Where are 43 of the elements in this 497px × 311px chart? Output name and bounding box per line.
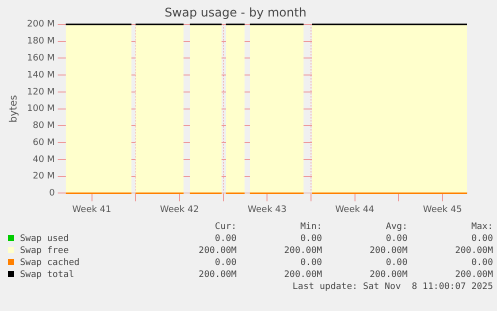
- text: 200.00M: [198, 269, 238, 281]
- text: 200.00M: [454, 245, 494, 257]
- text: 0.00: [214, 257, 238, 269]
- text: 0.00: [299, 233, 324, 245]
- y-tick-label: 140 M: [26, 70, 55, 80]
- text: Last update: Sat Nov 8 11:00:07 2025: [292, 281, 494, 293]
- y-tick-label: 180 M: [26, 36, 55, 47]
- text: 0.00: [384, 233, 408, 245]
- text: Max:: [470, 222, 494, 233]
- y-tick-label: 100 M: [26, 104, 55, 114]
- y-tick-label: 160 M: [26, 54, 55, 64]
- x-tick-label: Week 43: [248, 204, 287, 215]
- text: 200.00M: [283, 269, 324, 281]
- text: 0.00: [214, 233, 238, 245]
- text: 0.00: [470, 257, 494, 269]
- y-tick-label: 200 M: [26, 20, 55, 30]
- chart-title: Swap usage - by month: [164, 5, 306, 20]
- y-tick-label: 60 M: [32, 138, 55, 148]
- text: 200.00M: [368, 245, 408, 257]
- legend-label: Swap total: [19, 269, 76, 281]
- text: Avg:: [384, 222, 408, 233]
- y-tick-label: 120 M: [26, 87, 55, 98]
- text: 200.00M: [198, 245, 238, 257]
- text: 0.00: [470, 233, 494, 245]
- y-tick-label: 0: [49, 188, 56, 199]
- y-tick-label: 80 M: [32, 121, 55, 132]
- legend-label: Swap cached: [19, 257, 81, 269]
- text: 200.00M: [283, 245, 324, 257]
- text: Min:: [299, 222, 324, 233]
- y-axis-title: bytes: [8, 95, 20, 123]
- text: 0.00: [299, 257, 324, 269]
- text: 200.00M: [454, 269, 494, 281]
- y-tick-label: 40 M: [32, 154, 55, 165]
- legend-label: Swap used: [19, 233, 70, 245]
- x-tick-label: Week 41: [72, 204, 112, 215]
- x-tick-label: Week 44: [335, 204, 375, 215]
- text: 200.00M: [368, 269, 408, 281]
- text: Cur:: [214, 222, 238, 233]
- y-tick-label: 20 M: [32, 172, 55, 182]
- text: 0.00: [384, 257, 408, 269]
- x-tick-label: Week 45: [422, 204, 462, 215]
- x-tick-label: Week 42: [160, 204, 199, 215]
- legend-label: Swap free: [19, 245, 70, 257]
